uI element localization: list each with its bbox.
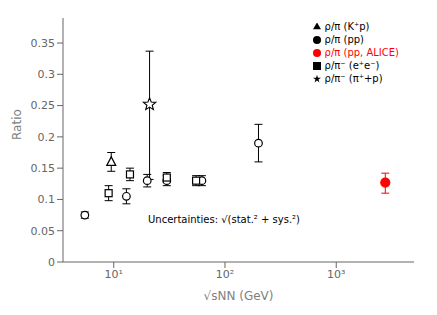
svg-text:0.3: 0.3: [38, 68, 56, 81]
svg-text:√sNN (GeV): √sNN (GeV): [204, 289, 274, 303]
svg-text:Ratio: Ratio: [10, 109, 24, 140]
svg-text:0: 0: [48, 256, 55, 269]
svg-text:0.05: 0.05: [31, 225, 56, 238]
svg-text:0.2: 0.2: [38, 131, 56, 144]
svg-text:0.25: 0.25: [31, 99, 56, 112]
svg-text:10¹: 10¹: [105, 268, 123, 281]
html-text:ρ/π⁻ (π⁺+p): ρ/π⁻ (π⁺+p): [324, 73, 383, 84]
svg-text:0.1: 0.1: [38, 193, 56, 206]
svg-text:10²: 10²: [216, 268, 234, 281]
svg-text:10³: 10³: [327, 268, 345, 281]
html-text:ρ/π⁻ (e⁺e⁻): ρ/π⁻ (e⁺e⁻): [324, 60, 380, 71]
svg-text:0.35: 0.35: [31, 37, 56, 50]
html-text:Uncertainties: √(stat.² + sys.: Uncertainties: √(stat.² + sys.²): [148, 214, 300, 225]
html-text:ρ/π (K⁺p): ρ/π (K⁺p): [324, 21, 370, 32]
html-text:ρ/π (pp, ALICE): ρ/π (pp, ALICE): [324, 47, 399, 58]
html-text:ρ/π (pp): ρ/π (pp): [324, 34, 364, 45]
svg-text:0.15: 0.15: [31, 162, 56, 175]
